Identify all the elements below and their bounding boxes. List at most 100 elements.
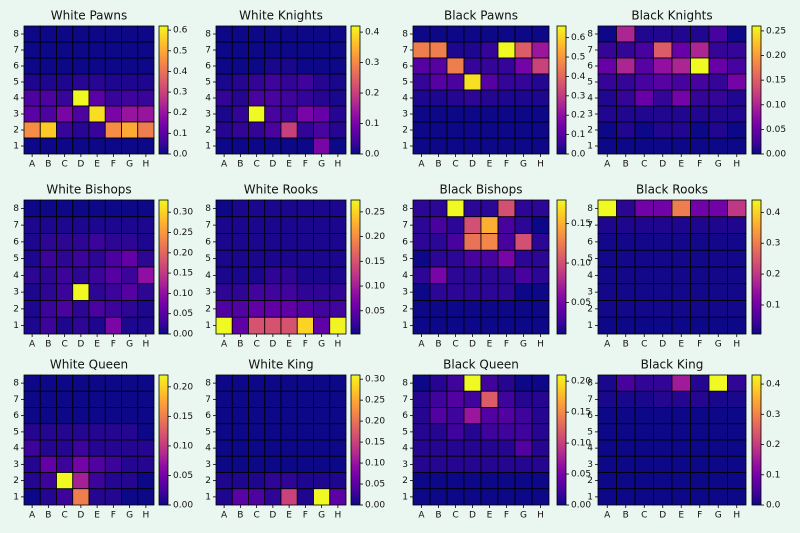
heat-cell — [137, 41, 155, 59]
heat-cell — [690, 25, 710, 43]
heat-cell — [708, 283, 728, 301]
heat-cell — [708, 121, 728, 139]
heat-cell — [671, 89, 691, 107]
heat-cell — [88, 137, 106, 155]
heat-cell — [690, 233, 710, 251]
chart-title: White Pawns — [51, 9, 127, 23]
y-tick-label: 5 — [587, 78, 593, 88]
heat-cell — [634, 249, 654, 268]
heat-cell — [463, 105, 482, 123]
heat-cell — [616, 73, 636, 91]
heat-cell — [446, 41, 465, 59]
heat-cell — [23, 300, 41, 318]
heat-cell — [634, 283, 654, 301]
x-tick-label: E — [678, 160, 684, 170]
heat-cell — [280, 216, 298, 234]
x-tick-label: E — [487, 340, 493, 350]
heat-cell — [514, 266, 533, 285]
heat-cell — [88, 199, 106, 218]
heat-cell — [137, 25, 155, 43]
heat-cell — [634, 390, 654, 408]
heat-cell — [296, 216, 314, 234]
x-tick-label: H — [733, 340, 740, 350]
y-tick-label: 5 — [205, 427, 211, 437]
heat-cell — [329, 407, 347, 425]
heat-cell — [313, 216, 331, 234]
heat-cell — [215, 455, 233, 473]
heat-cell — [671, 216, 691, 234]
heat-cell — [231, 488, 249, 506]
heat-cell — [412, 266, 431, 285]
heat-cell — [23, 233, 41, 251]
heat-cell — [690, 216, 710, 234]
heat-cell — [88, 73, 106, 91]
heat-cell — [708, 57, 728, 75]
colorbar-tick-label: 0.05 — [173, 471, 193, 481]
heat-cell — [412, 25, 431, 43]
x-tick-label: C — [61, 511, 67, 521]
colorbar-tick-label: 0.0 — [173, 150, 188, 160]
y-tick-label: 2 — [13, 126, 19, 136]
heat-cell — [88, 472, 106, 490]
heat-cell — [671, 488, 691, 506]
y-tick-label: 7 — [587, 395, 593, 405]
heat-cell — [429, 249, 448, 268]
heat-cell — [215, 423, 233, 441]
x-tick-label: A — [418, 340, 425, 350]
heat-cell — [497, 455, 516, 473]
colorbar-tick-label: 0.1 — [766, 470, 780, 480]
heat-cell — [313, 316, 331, 335]
heat-cell — [514, 25, 533, 43]
y-tick-label: 8 — [402, 379, 408, 389]
heat-cell — [671, 105, 691, 123]
heat-cell — [121, 216, 139, 234]
heat-cell — [653, 137, 673, 155]
heat-cell — [39, 472, 57, 490]
heat-cell — [231, 249, 249, 268]
heat-cell — [39, 390, 57, 408]
heat-cell — [280, 316, 298, 335]
x-tick-label: F — [303, 160, 308, 170]
heat-cell — [429, 105, 448, 123]
heat-cell — [429, 41, 448, 59]
heat-cell — [231, 89, 249, 107]
colorbar-tick-label: 0.10 — [173, 441, 193, 451]
heat-cell — [708, 233, 728, 251]
x-tick-label: H — [142, 511, 149, 521]
y-tick-label: 1 — [13, 142, 19, 152]
x-tick-label: D — [469, 160, 476, 170]
heat-cell — [121, 199, 139, 218]
heat-cell — [653, 73, 673, 91]
heat-cell — [280, 233, 298, 251]
heat-cell — [264, 121, 282, 139]
heat-cell — [137, 199, 155, 218]
heat-cell — [248, 105, 266, 123]
heat-cell — [264, 105, 282, 123]
heat-cell — [497, 374, 516, 392]
heat-cell — [690, 89, 710, 107]
x-tick-label: G — [126, 511, 133, 521]
heat-cell — [616, 407, 636, 425]
x-tick-label: A — [221, 160, 228, 170]
heat-cell — [653, 199, 673, 218]
heat-cell — [497, 57, 516, 75]
heat-cell — [634, 374, 654, 392]
heat-cell — [690, 439, 710, 457]
x-tick-label: F — [303, 511, 308, 521]
x-tick-label: F — [697, 160, 702, 170]
heat-cell — [88, 439, 106, 457]
heat-cell — [429, 89, 448, 107]
heat-cell — [480, 316, 499, 335]
y-tick-label: 1 — [13, 492, 19, 502]
chart-title: White Knights — [239, 9, 323, 23]
heat-cell — [104, 41, 122, 59]
x-tick-label: F — [111, 160, 116, 170]
heat-cell — [412, 407, 431, 425]
heat-cell — [690, 137, 710, 155]
heat-cell — [23, 121, 41, 139]
heat-cell — [463, 407, 482, 425]
heat-cell — [727, 137, 747, 155]
x-tick-label: G — [520, 340, 527, 350]
heat-cell — [121, 121, 139, 139]
heat-cell — [104, 374, 122, 392]
